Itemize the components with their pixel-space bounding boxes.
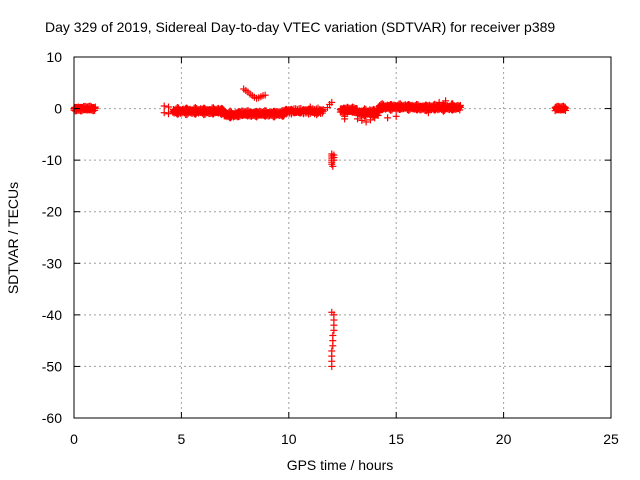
data-point <box>319 105 327 113</box>
data-point <box>424 109 432 117</box>
data-point <box>306 103 314 111</box>
data-point <box>160 102 168 110</box>
y-axis-label: SDTVAR / TECUs <box>5 182 21 294</box>
data-point <box>371 114 379 122</box>
y-tick-label: -10 <box>42 152 62 168</box>
data-point <box>366 116 374 124</box>
x-tick-label: 20 <box>496 431 512 447</box>
data-point <box>439 107 447 115</box>
data-point <box>329 162 337 170</box>
x-tick-label: 15 <box>388 431 404 447</box>
plot-frame <box>73 56 612 419</box>
data-point <box>328 308 336 316</box>
data-point <box>354 115 362 123</box>
data-point <box>384 114 392 122</box>
data-point <box>329 342 337 350</box>
y-tick-label: -40 <box>42 307 62 323</box>
data-points <box>70 85 569 370</box>
x-axis-label: GPS time / hours <box>287 457 394 473</box>
data-point <box>91 103 99 111</box>
x-tick-label: 0 <box>70 431 78 447</box>
data-point <box>561 103 569 111</box>
data-point <box>435 98 443 106</box>
data-point <box>448 99 456 107</box>
data-point <box>330 326 338 334</box>
x-tick-label: 10 <box>281 431 297 447</box>
data-point <box>160 109 168 117</box>
data-point <box>318 109 326 117</box>
data-point <box>330 156 338 164</box>
data-point <box>362 118 370 126</box>
y-tick-label: 0 <box>54 101 62 117</box>
data-point <box>261 91 269 99</box>
data-point <box>328 362 336 370</box>
y-tick-label: -30 <box>42 255 62 271</box>
data-point <box>442 97 450 105</box>
data-point <box>392 112 400 120</box>
data-point <box>165 103 173 111</box>
y-tick-label: -50 <box>42 358 62 374</box>
data-point <box>358 116 366 124</box>
y-tick-label: -20 <box>42 204 62 220</box>
data-point <box>456 103 464 111</box>
y-tick-label: 10 <box>46 49 62 65</box>
axis-ticks: 0 5 10 15 20 25 10 0 -10 -20 -30 -40 -50 -60 <box>42 49 619 447</box>
y-tick-label: -60 <box>42 410 62 426</box>
data-point <box>561 107 569 115</box>
data-point <box>313 111 321 119</box>
x-tick-label: 25 <box>603 431 619 447</box>
chart-title: Day 329 of 2019, Sidereal Day-to-day VTE… <box>45 19 555 35</box>
x-tick-label: 5 <box>178 431 186 447</box>
data-point <box>328 98 336 106</box>
data-point <box>165 110 173 118</box>
data-point <box>341 115 349 123</box>
